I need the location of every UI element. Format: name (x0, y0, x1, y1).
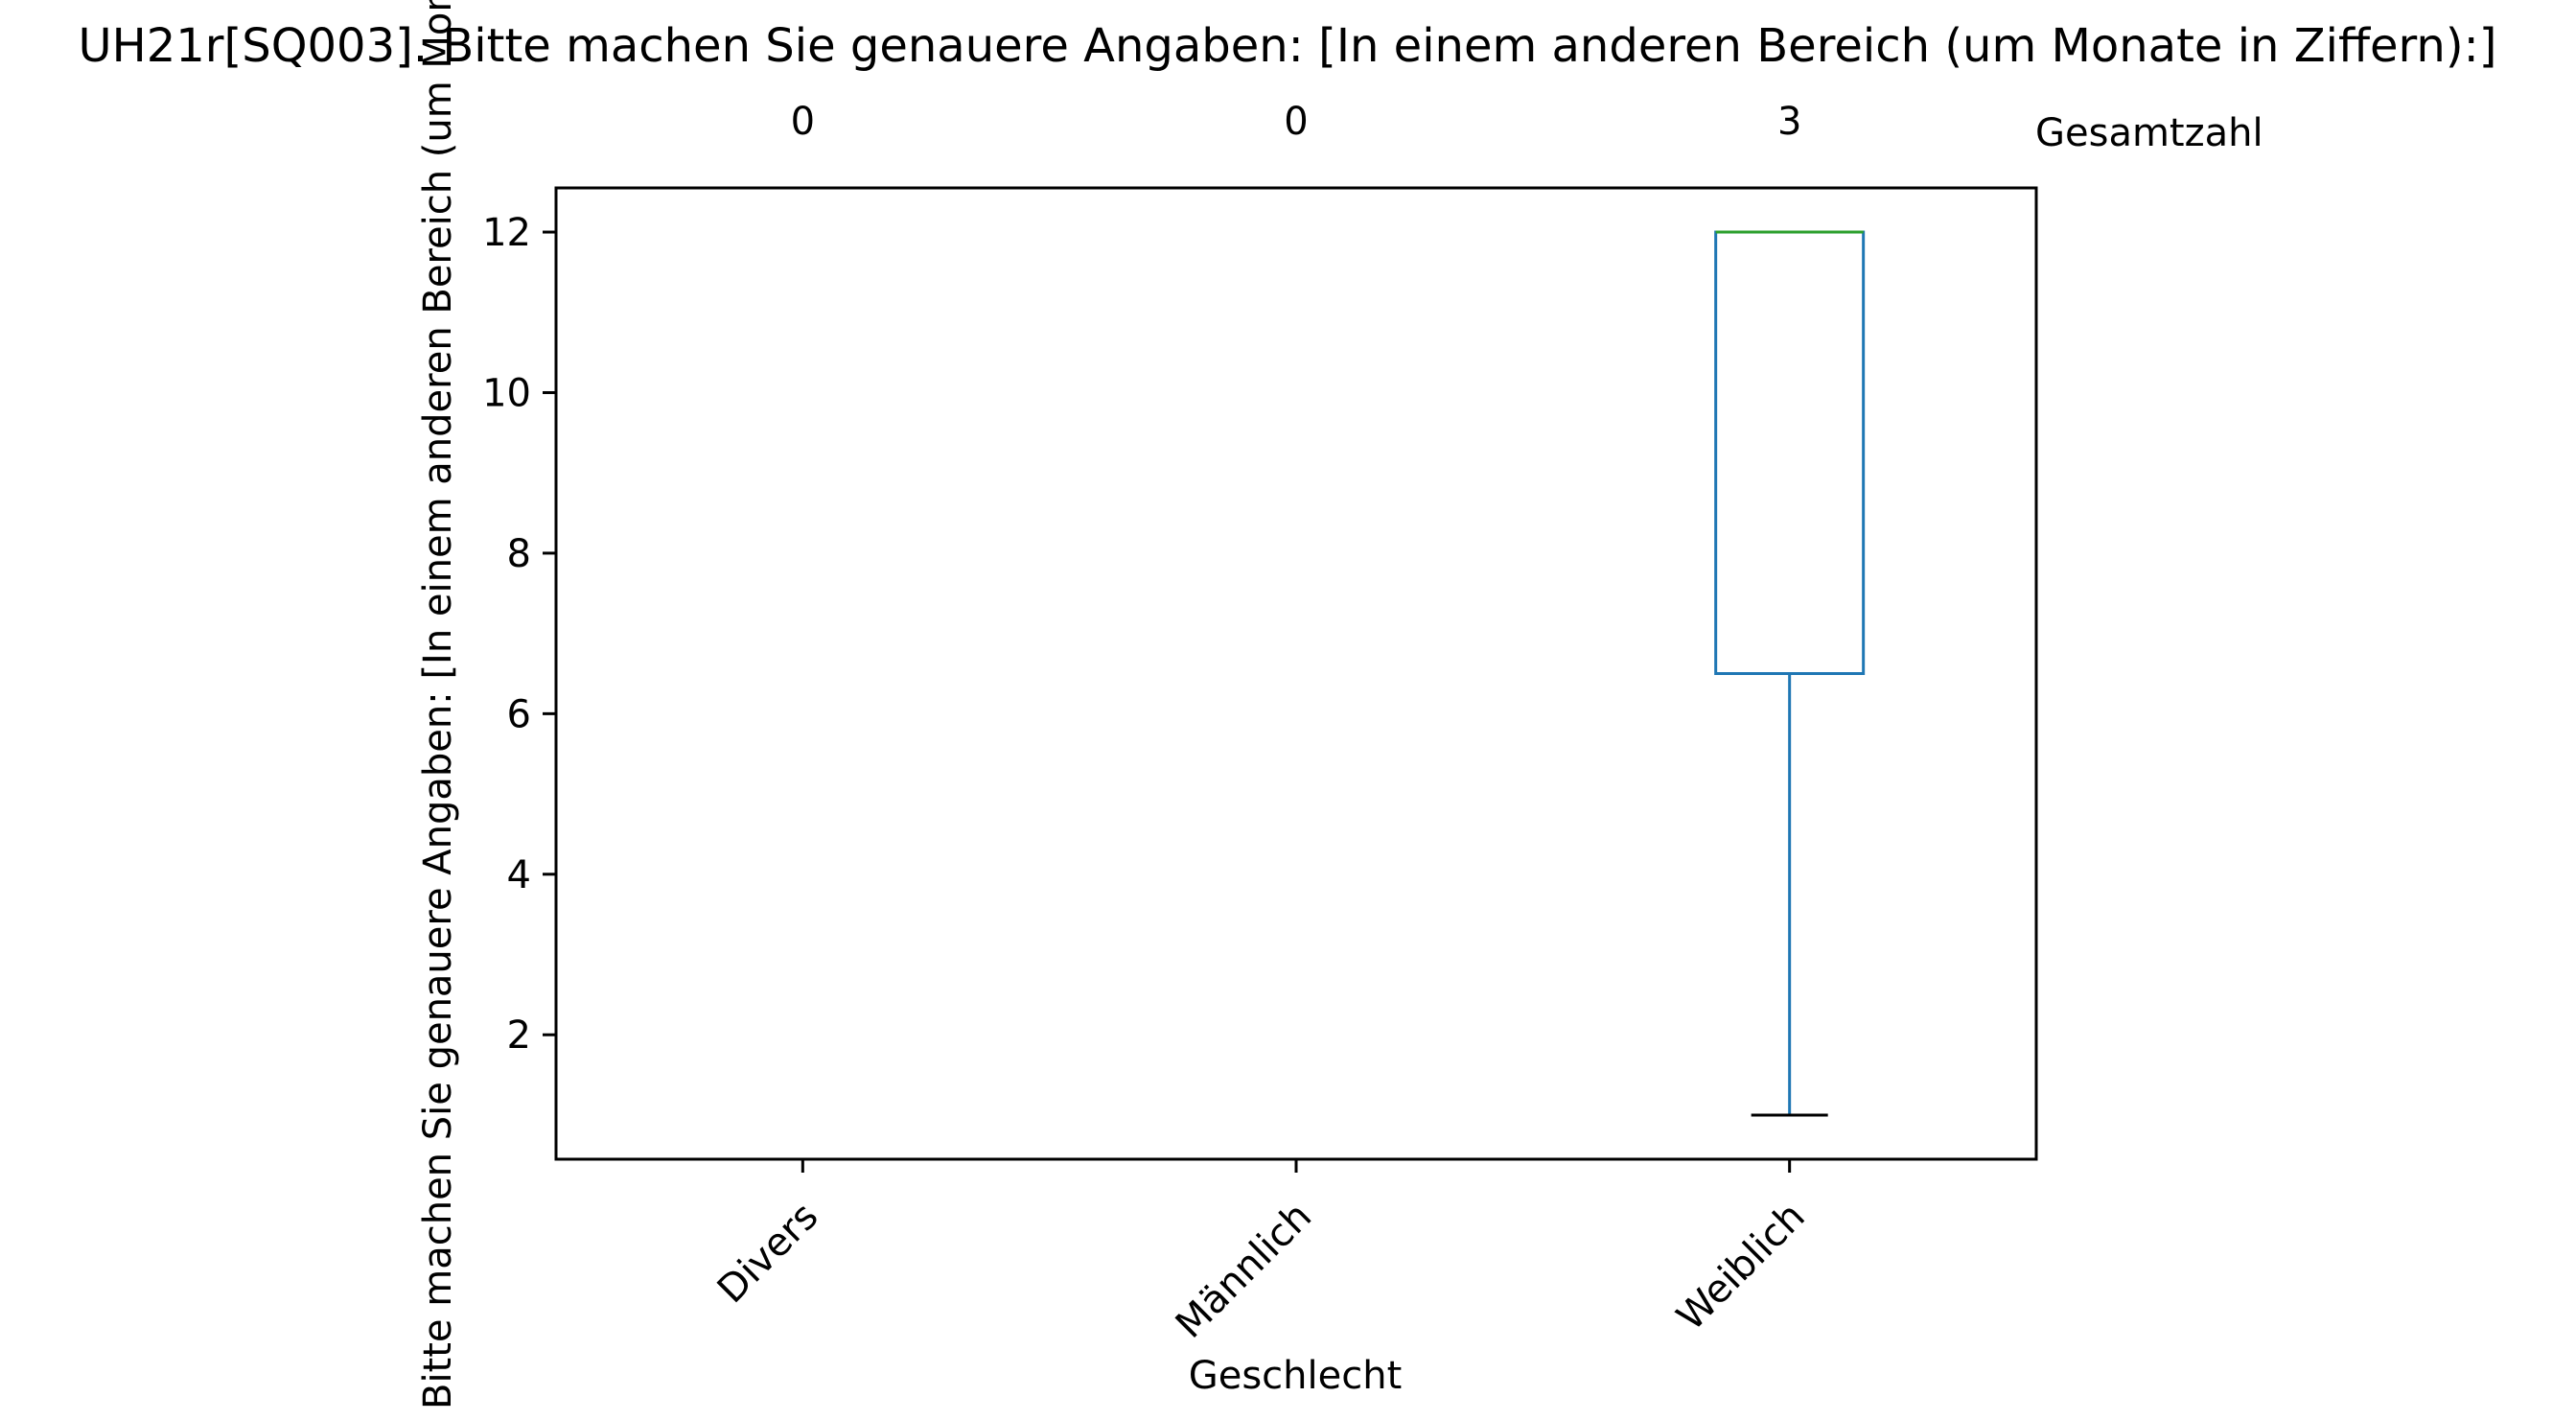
x-axis: Divers Männlich Weiblich (709, 1159, 1814, 1347)
y-tick-label: 2 (507, 1013, 531, 1058)
chart-title: UH21r[SQ003]. Bitte machen Sie genauere … (79, 19, 2497, 73)
y-tick-label: 10 (482, 371, 531, 415)
y-tick-label: 4 (507, 853, 531, 897)
count-value: 0 (1284, 100, 1308, 144)
x-axis-label: Geschlecht (1189, 1354, 1403, 1398)
count-labels: 0 0 3 (791, 100, 1802, 144)
x-tick-label: Männlich (1168, 1195, 1320, 1347)
y-tick-label: 8 (507, 532, 531, 576)
count-value: 0 (791, 100, 815, 144)
x-tick-label: Divers (709, 1195, 827, 1313)
box-iqr (1714, 230, 1866, 676)
y-tick-label: 6 (507, 692, 531, 736)
y-axis: 2 4 6 8 10 12 (482, 211, 556, 1058)
y-tick-label: 12 (482, 211, 531, 255)
box-marks (1714, 230, 1866, 1117)
count-value: 3 (1777, 100, 1801, 144)
y-axis-label: Bitte machen Sie genauere Angaben: [In e… (416, 0, 460, 1409)
x-tick-label: Weiblich (1668, 1195, 1813, 1339)
count-row-label: Gesamtzahl (2035, 111, 2263, 155)
